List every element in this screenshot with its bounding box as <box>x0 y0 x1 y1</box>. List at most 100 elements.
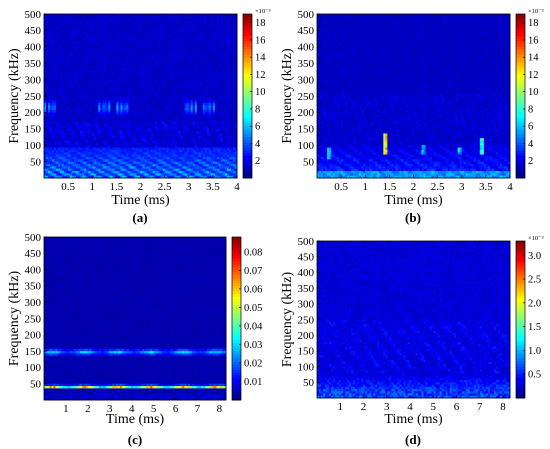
x-tick-label: 0.5 <box>61 181 75 193</box>
y-tick-label: 500 <box>298 9 315 21</box>
colorbar-exponent: ×10⁻³ <box>528 235 544 242</box>
y-tick-label: 50 <box>30 156 42 168</box>
y-tick-label: 450 <box>25 248 42 260</box>
colorbar-tick-label: 2 <box>528 156 533 167</box>
x-tick-label: 2 <box>361 401 367 413</box>
x-tick-label: 2 <box>138 181 144 193</box>
colorbar-tick-label: 12 <box>255 70 266 81</box>
y-tick-label: 350 <box>298 58 315 70</box>
y-tick-label: 150 <box>298 346 315 358</box>
y-tick-label: 450 <box>25 25 42 37</box>
x-tick-label: 0.5 <box>334 181 348 193</box>
colorbar-tick-label: 10 <box>255 87 266 98</box>
colorbar-tick-label: 0.02 <box>244 358 262 369</box>
colorbar-tick-label: 0.06 <box>244 284 262 295</box>
colorbar-tick-label: 14 <box>528 53 539 64</box>
x-tick-label: 2.5 <box>431 181 445 193</box>
heatmap-cells <box>44 14 237 178</box>
panel-label: (d) <box>405 432 421 447</box>
colorbar-tick-label: 1.0 <box>528 346 541 357</box>
colorbar-tick-label: 4 <box>255 139 261 150</box>
panel-label: (c) <box>128 432 142 447</box>
y-tick-label: 400 <box>25 42 42 54</box>
y-tick-label: 250 <box>25 91 42 103</box>
x-tick-label: 4 <box>234 181 240 193</box>
colorbar-tick-label: 0.05 <box>244 303 262 314</box>
colorbar-tick-label: 8 <box>255 104 260 115</box>
x-tick-label: 2 <box>85 403 91 415</box>
colorbar-tick-label: 3.0 <box>528 251 541 262</box>
y-tick-label: 400 <box>25 264 42 276</box>
x-tick-label: 2 <box>411 181 417 193</box>
y-tick-label: 200 <box>298 107 315 119</box>
y-tick-label: 300 <box>298 299 315 311</box>
x-tick-label: 3 <box>459 181 465 193</box>
heatmap-cells <box>317 14 510 178</box>
colorbar-tick-label: 0.01 <box>244 377 262 388</box>
colorbar-tick-label: 2.5 <box>528 275 541 286</box>
y-tick-label: 350 <box>25 58 42 70</box>
colorbar-tick-label: 0.08 <box>244 247 262 258</box>
y-tick-label: 150 <box>25 124 42 136</box>
colorbar-tick-label: 0.07 <box>244 266 262 277</box>
heatmap-cells <box>44 237 226 400</box>
x-tick-label: 8 <box>217 403 223 415</box>
y-tick-label: 300 <box>25 74 42 86</box>
x-tick-label: 8 <box>500 401 506 413</box>
colorbar-tick-label: 10 <box>528 87 539 98</box>
x-axis-label: Time (ms) <box>111 193 170 208</box>
y-tick-label: 150 <box>25 346 42 358</box>
y-tick-label: 250 <box>298 314 315 326</box>
x-tick-label: 7 <box>477 401 483 413</box>
y-axis-label: Frequency (kHz) <box>280 48 295 144</box>
colorbar-tick-label: 16 <box>528 35 539 46</box>
heatmap-cells <box>317 241 510 398</box>
panel-label: (b) <box>405 210 421 225</box>
colorbar-tick-label: 0.5 <box>528 370 541 381</box>
y-axis-label: Frequency (kHz) <box>7 271 22 367</box>
x-tick-label: 1.5 <box>110 181 124 193</box>
colorbar: 0.51.01.52.02.53.0×10⁻³ <box>516 235 544 399</box>
x-tick-label: 1 <box>363 181 369 193</box>
colorbar: 0.010.020.030.040.050.060.070.08 <box>232 237 263 401</box>
colorbar-tick-label: 2.0 <box>528 298 541 309</box>
y-tick-label: 250 <box>298 91 315 103</box>
x-tick-label: 1 <box>338 401 344 413</box>
x-tick-label: 6 <box>173 403 179 415</box>
y-tick-label: 500 <box>25 9 42 21</box>
y-tick-label: 300 <box>25 297 42 309</box>
x-axis-label: Time (ms) <box>384 412 443 427</box>
panel-label: (a) <box>132 210 147 225</box>
y-tick-label: 50 <box>303 377 315 389</box>
y-tick-label: 500 <box>25 232 42 244</box>
x-tick-label: 2.5 <box>158 181 172 193</box>
y-tick-label: 300 <box>298 74 315 86</box>
x-axis-label: Time (ms) <box>384 193 443 208</box>
x-tick-label: 3.5 <box>479 181 493 193</box>
x-axis-label: Time (ms) <box>106 412 165 427</box>
colorbar-tick-label: 4 <box>528 139 534 150</box>
y-tick-label: 100 <box>25 362 42 374</box>
colorbar-tick-label: 18 <box>528 18 539 29</box>
colorbar-exponent: ×10⁻³ <box>255 8 271 15</box>
y-tick-label: 50 <box>303 156 315 168</box>
y-tick-label: 200 <box>25 107 42 119</box>
y-tick-label: 100 <box>298 140 315 152</box>
colorbar-tick-label: 18 <box>255 18 266 29</box>
y-tick-label: 250 <box>25 313 42 325</box>
colorbar-tick-label: 0.03 <box>244 340 262 351</box>
x-tick-label: 6 <box>454 401 460 413</box>
colorbar-tick-label: 6 <box>528 122 533 133</box>
y-tick-label: 400 <box>298 267 315 279</box>
y-tick-label: 350 <box>298 283 315 295</box>
x-tick-label: 4 <box>507 181 513 193</box>
y-tick-label: 100 <box>25 140 42 152</box>
x-tick-label: 3 <box>186 181 192 193</box>
y-tick-label: 200 <box>298 330 315 342</box>
